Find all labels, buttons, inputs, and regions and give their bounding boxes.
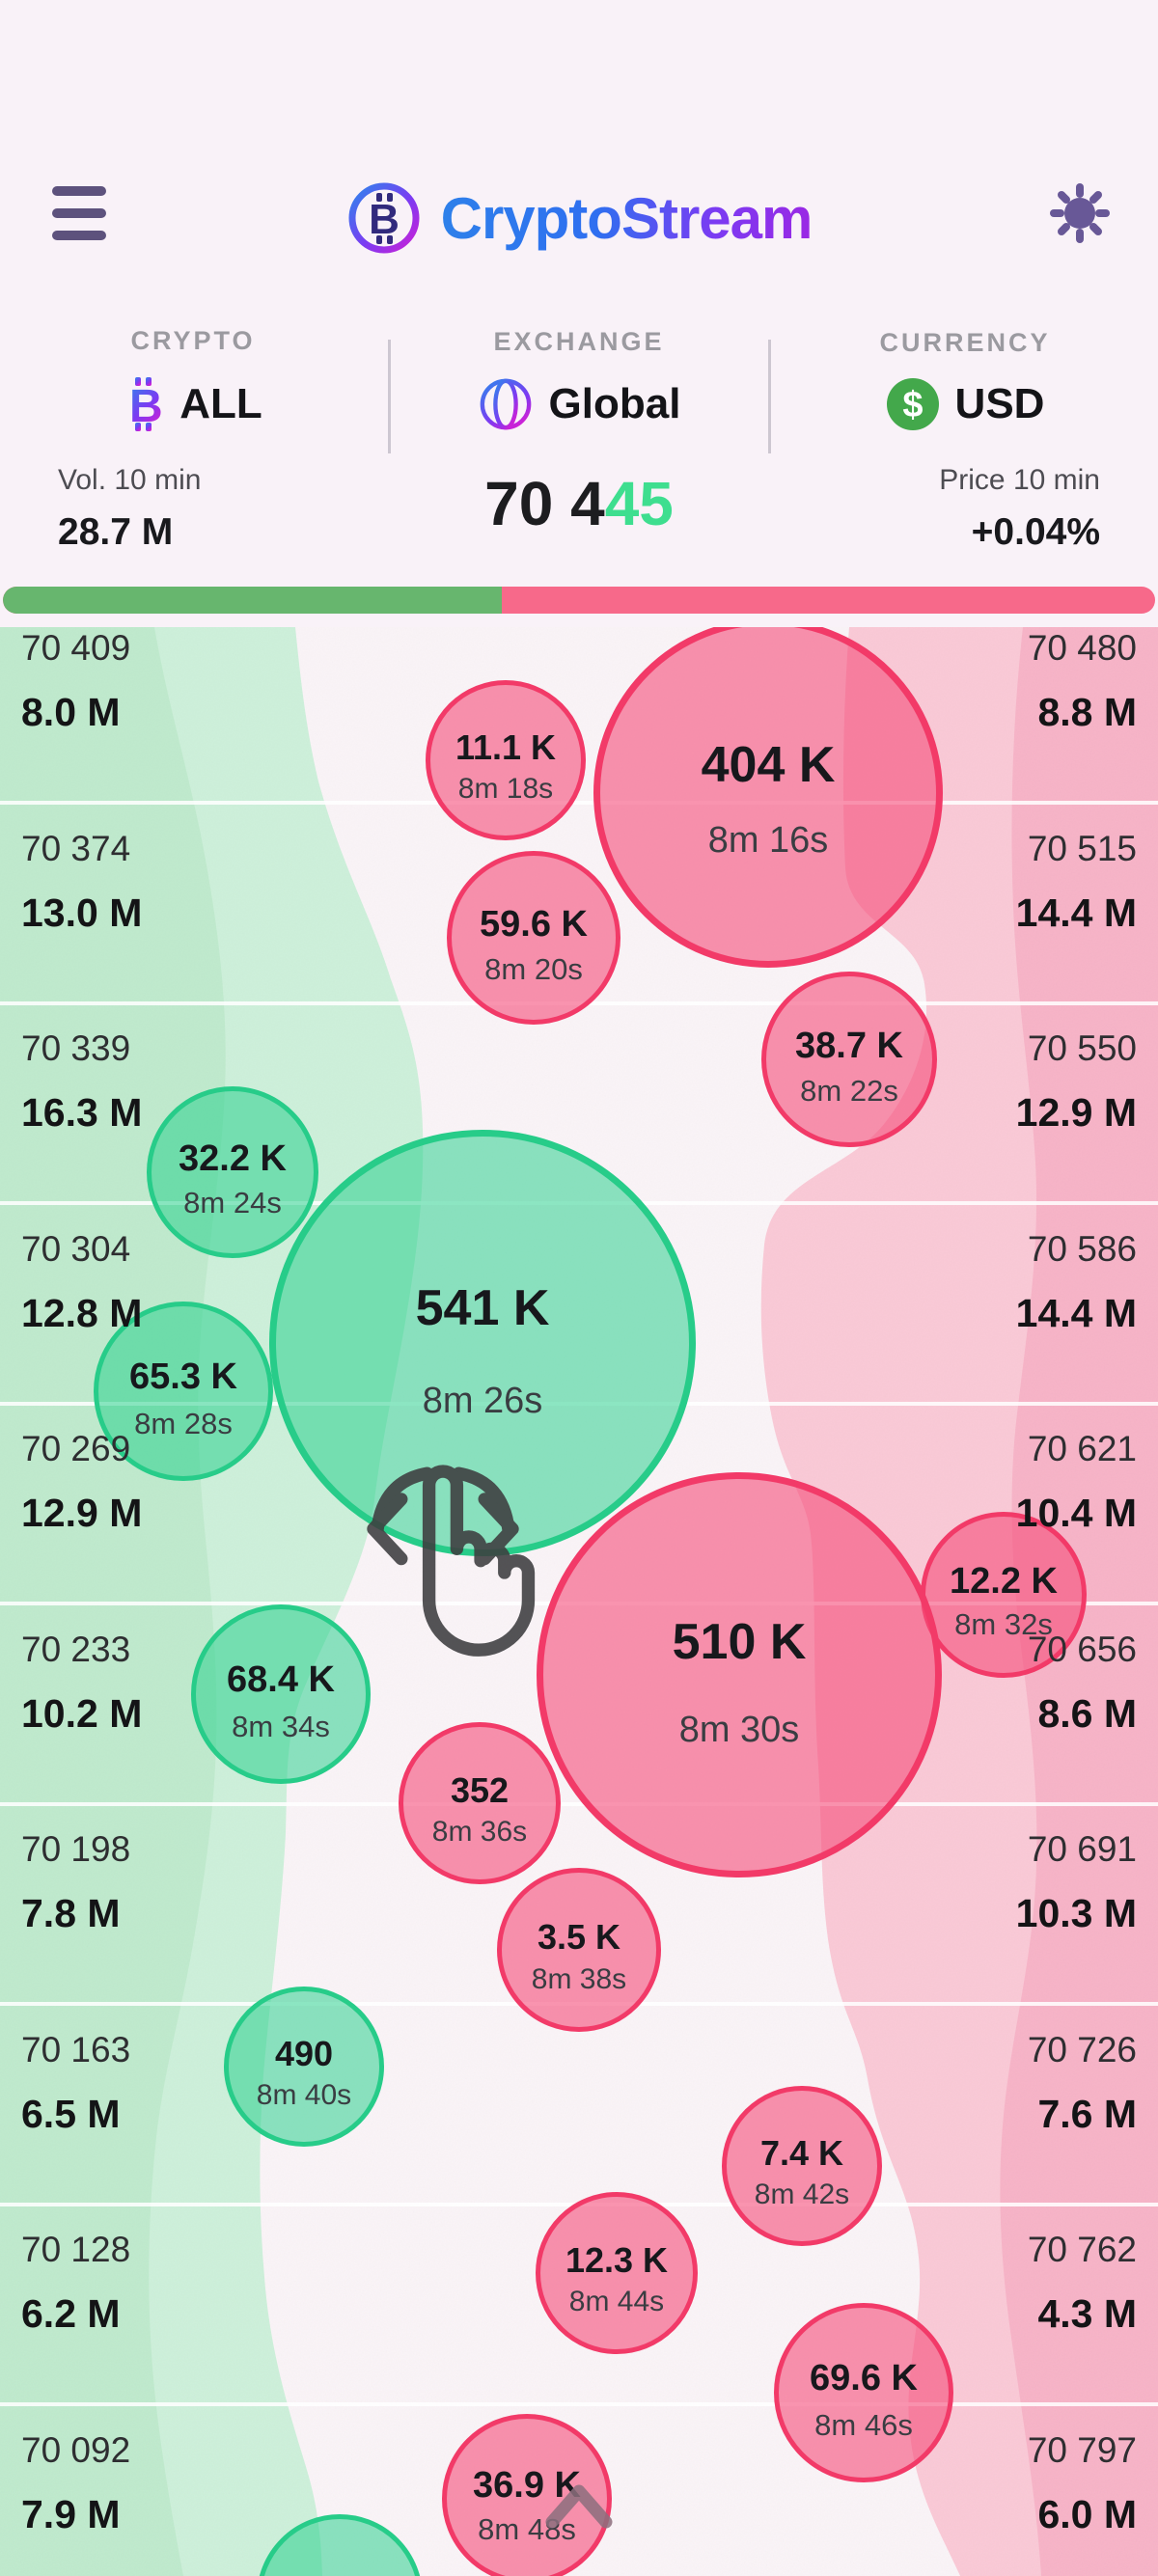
app-title: CryptoStream <box>440 185 813 251</box>
currency-selector[interactable]: CURRENCY $ USD <box>830 307 1100 452</box>
exchange-selector-label: EXCHANGE <box>493 326 665 356</box>
bubble-value: 352 <box>450 1770 510 1810</box>
sell-order-bubble[interactable]: 12.2 K 8m 32s <box>921 1512 1087 1678</box>
swipe-horizontal-hand-icon <box>367 1465 536 1657</box>
bubble-value: 38.7 K <box>795 1026 903 1066</box>
theme-toggle-button[interactable] <box>1046 179 1114 247</box>
orderbook-bubble-chart[interactable]: 11.1 K 8m 18s 490 8m 40s 7.4 K 8m 42s 352 8m 36… <box>0 627 1158 2576</box>
bubble-time: 8m 16s <box>707 820 829 861</box>
currency-selector-value: USD <box>954 379 1045 427</box>
globe-icon <box>480 378 531 429</box>
sell-order-bubble[interactable]: 69.6 K 8m 46s <box>774 2303 953 2482</box>
bubble-value: 69.6 K <box>810 2358 918 2398</box>
bubble-time: 8m 36s <box>431 1816 528 1848</box>
trade-bubbles-layer: 11.1 K 8m 18s 490 8m 40s 7.4 K 8m 42s 352 8m 36… <box>0 627 1158 2576</box>
bubble-value: 12.2 K <box>950 1561 1058 1602</box>
buy-order-bubble[interactable]: 32.2 K 8m 24s <box>147 1086 318 1258</box>
volume-value: 28.7 M <box>58 511 174 553</box>
sun-icon <box>1050 183 1110 243</box>
crypto-selector-label: CRYPTO <box>130 325 256 355</box>
bubble-time: 8m 26s <box>422 1381 543 1421</box>
app-logo: B CryptoStream <box>0 172 1158 264</box>
hamburger-icon <box>52 186 106 196</box>
bubble-value: 510 K <box>672 1614 807 1670</box>
sell-order-bubble[interactable]: 36.9 K 8m 48s <box>442 2414 612 2576</box>
sell-order-bubble[interactable]: 7.4 K 8m 42s <box>722 2086 882 2246</box>
price-change-label: Price 10 min <box>939 464 1100 496</box>
bubble-time: 8m 20s <box>484 952 583 986</box>
price-accent-digits: 45 <box>604 469 674 538</box>
bubble-value: 7.4 K <box>759 2133 844 2173</box>
row-divider <box>0 1801 1158 1806</box>
sell-order-bubble[interactable]: 510 K 8m 30s <box>537 1472 942 1877</box>
price-change-stat: Price 10 min +0.04% <box>939 461 1100 558</box>
sell-order-bubble[interactable]: 38.7 K 8m 22s <box>761 972 937 1147</box>
bubble-value: 32.2 K <box>179 1138 287 1179</box>
bubble-time: 8m 30s <box>678 1710 800 1750</box>
bubble-value: 490 <box>274 2034 334 2073</box>
buy-order-bubble[interactable]: 490 8m 40s <box>224 1987 384 2147</box>
dollar-icon: $ <box>886 377 939 430</box>
volume-stat: Vol. 10 min 28.7 M <box>58 461 201 558</box>
bubble-value: 11.1 K <box>455 727 557 767</box>
volume-label: Vol. 10 min <box>58 464 202 496</box>
sell-order-bubble[interactable]: 12.3 K 8m 44s <box>536 2192 698 2354</box>
buy-order-bubble[interactable]: 68.4 K 8m 34s <box>191 1604 371 1784</box>
bubble-value: 3.5 K <box>537 1917 621 1957</box>
bubble-time: 8m 44s <box>568 2286 665 2317</box>
bubble-value: 68.4 K <box>227 1659 335 1700</box>
sell-order-bubble[interactable]: 352 8m 36s <box>399 1722 561 1884</box>
exchange-selector[interactable]: EXCHANGE Global <box>425 307 733 452</box>
exchange-selector-value: Global <box>548 379 681 427</box>
sell-order-bubble[interactable]: 59.6 K 8m 20s <box>447 851 620 1025</box>
bubble-time: 8m 24s <box>183 1186 282 1219</box>
bubble-time: 8m 18s <box>457 773 554 805</box>
bubble-time: 8m 40s <box>256 2079 352 2111</box>
buy-pressure-fill <box>3 587 502 614</box>
bubble-value: 65.3 K <box>129 1357 237 1397</box>
chevron-up-icon[interactable] <box>540 2476 618 2534</box>
currency-selector-label: CURRENCY <box>879 327 1051 357</box>
bubble-time: 8m 22s <box>800 1074 898 1108</box>
buy-order-bubble[interactable] <box>257 2514 423 2576</box>
buy-order-bubble[interactable]: 65.3 K 8m 28s <box>94 1302 273 1481</box>
bubble-time: 8m 34s <box>232 1710 330 1743</box>
svg-text:$: $ <box>902 385 923 425</box>
sell-order-bubble[interactable]: 11.1 K 8m 18s <box>426 680 586 840</box>
bubble-time: 8m 38s <box>531 1963 627 1995</box>
row-divider <box>0 801 1158 805</box>
bitcoin-icon: B <box>129 376 163 432</box>
bubble-time: 8m 42s <box>754 2179 850 2210</box>
sell-order-bubble[interactable]: 404 K 8m 16s <box>593 627 943 968</box>
menu-button[interactable] <box>52 185 108 241</box>
price-change-value: +0.04% <box>971 511 1100 553</box>
bubble-value: 59.6 K <box>480 904 588 945</box>
row-divider <box>0 2402 1158 2406</box>
svg-text:B: B <box>369 196 400 243</box>
bubble-time: 8m 32s <box>954 1607 1053 1641</box>
bubble-value: 12.3 K <box>565 2240 669 2280</box>
bubble-time: 8m 46s <box>814 2408 913 2442</box>
price-main-digits: 70 4 <box>484 469 605 538</box>
bitcoin-coin-icon: B <box>348 182 420 254</box>
selector-divider <box>388 340 391 453</box>
bubble-value: 36.9 K <box>473 2465 581 2506</box>
bubble-value: 404 K <box>701 737 836 793</box>
selector-divider <box>768 340 771 453</box>
crypto-selector-value: ALL <box>179 379 262 427</box>
current-price: 70 445 <box>0 469 1158 538</box>
buy-sell-pressure-bar <box>3 587 1155 614</box>
crypto-selector[interactable]: CRYPTO B ALL <box>58 307 328 452</box>
bubble-value: 541 K <box>415 1280 550 1336</box>
bubble-time: 8m 28s <box>134 1407 233 1440</box>
sell-order-bubble[interactable]: 3.5 K 8m 38s <box>497 1868 661 2032</box>
